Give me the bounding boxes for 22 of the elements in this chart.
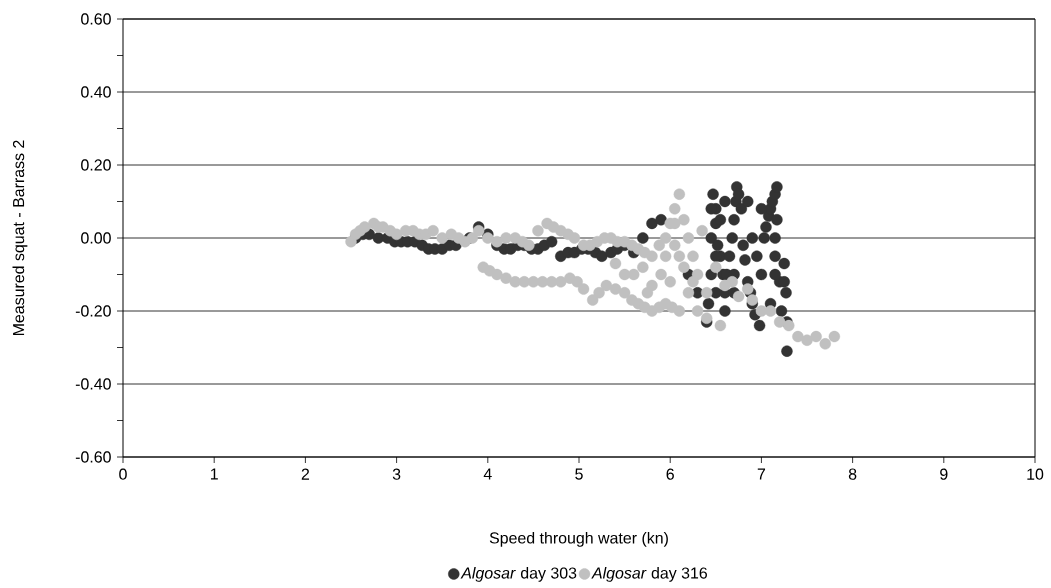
y-tick-label: -0.20	[75, 305, 111, 317]
legend-label: Algosar day 303	[460, 566, 577, 582]
y-tick-label: 0.60	[81, 13, 111, 25]
y-tick-label: 0.40	[81, 86, 111, 98]
y-tick-label: -0.40	[75, 378, 111, 390]
x-tick-label: 7	[757, 468, 766, 480]
legend-label: Algosar day 316	[591, 566, 707, 582]
x-tick-label: 2	[301, 468, 310, 480]
x-tick-label: 9	[940, 468, 948, 480]
x-tick-label: 10	[1027, 468, 1044, 480]
x-tick-label: 6	[666, 468, 674, 480]
x-axis-title: Speed through water (kn)	[489, 531, 668, 547]
y-axis-title: Measured squat - Barrass 2	[12, 140, 28, 336]
y-tick-label: 0.00	[81, 232, 111, 244]
x-tick-label: 1	[210, 468, 218, 480]
x-tick-label: 0	[119, 468, 127, 480]
x-tick-label: 3	[392, 468, 401, 480]
y-tick-label: 0.20	[81, 159, 111, 171]
x-tick-label: 8	[848, 468, 857, 480]
x-tick-label: 5	[575, 468, 583, 480]
y-tick-label: -0.60	[75, 451, 111, 463]
x-tick-label: 4	[483, 468, 492, 480]
